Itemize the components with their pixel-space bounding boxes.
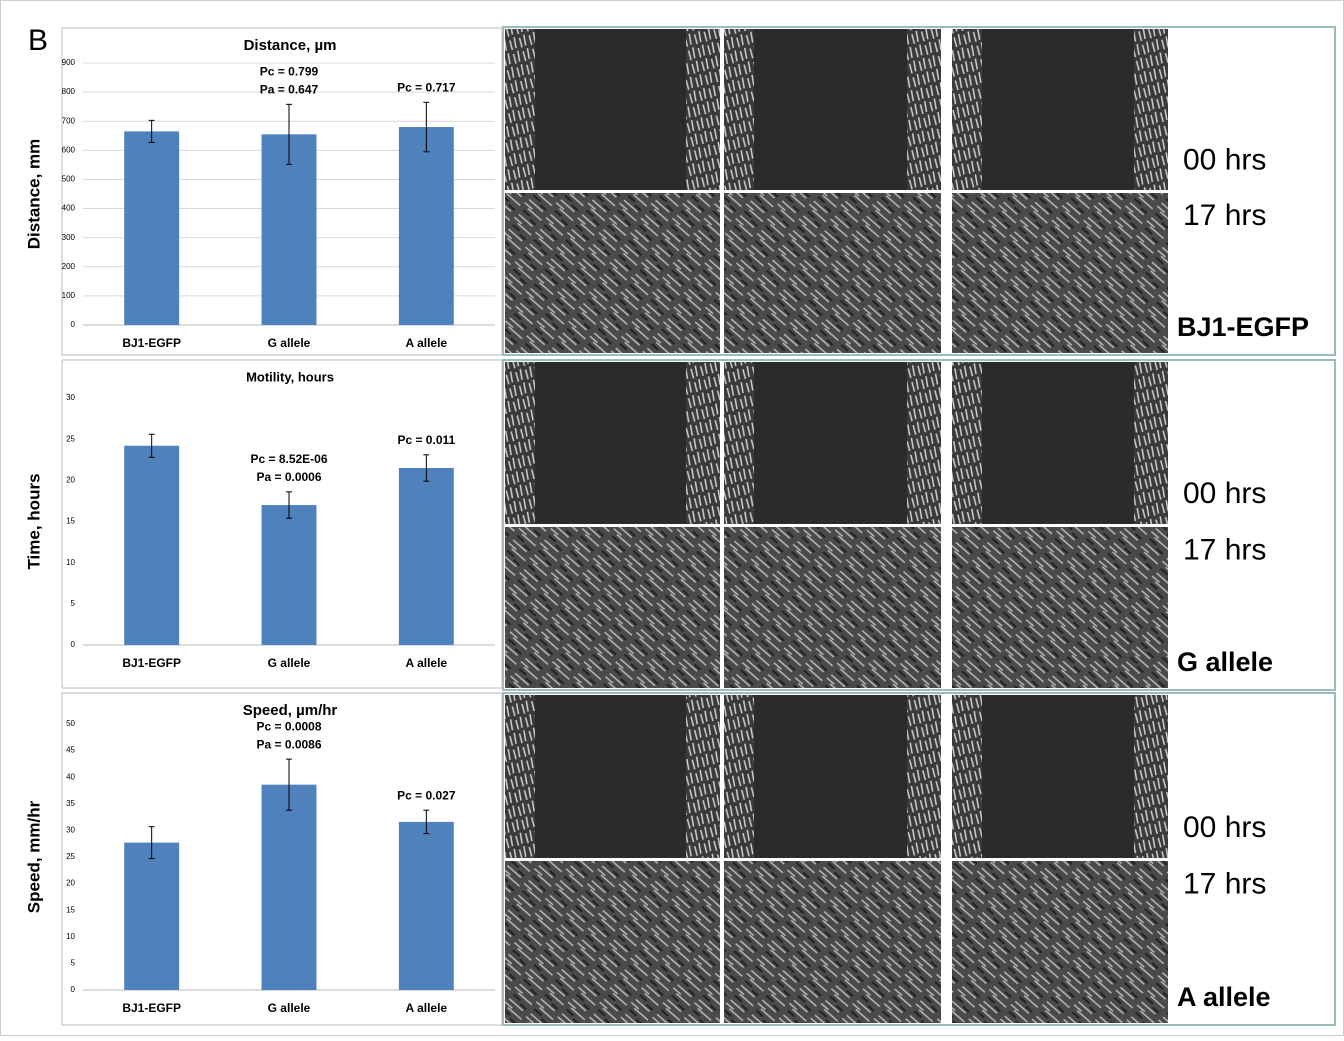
micrograph-17h [952, 527, 1168, 688]
cell-edge [505, 29, 535, 190]
row-label: G allele [1177, 647, 1273, 677]
cell-edge [907, 29, 941, 190]
cell-edge [724, 29, 754, 190]
micrograph-17h [505, 527, 720, 688]
cell-edge [686, 695, 720, 858]
p-value-annotation: Pa = 0.647 [260, 83, 319, 97]
y-tick-label: 25 [66, 852, 75, 861]
x-tick-label: G allele [268, 656, 311, 670]
x-tick-label: A allele [406, 336, 448, 350]
micrograph-17h [505, 193, 720, 353]
y-tick-label: 300 [62, 233, 76, 242]
row-label: BJ1-EGFP [1177, 312, 1309, 342]
y-tick-label: 200 [62, 262, 76, 271]
y-tick-label: 30 [66, 826, 75, 835]
bar [399, 127, 454, 325]
bar [124, 843, 179, 990]
cell-edge [952, 695, 982, 858]
cell-edge [1134, 695, 1168, 858]
y-tick-label: 25 [66, 434, 75, 443]
p-value-annotation: Pc = 0.027 [397, 788, 456, 802]
y-tick-label: 5 [71, 599, 76, 608]
cell-edge [1134, 362, 1168, 524]
micrograph-17h [952, 193, 1168, 353]
time-label: 17 hrs [1183, 533, 1266, 566]
y-tick-label: 0 [71, 320, 76, 329]
y-tick-label: 20 [66, 879, 75, 888]
y-tick-label: 800 [62, 87, 76, 96]
y-tick-label: 5 [71, 959, 76, 968]
cell-edge [724, 362, 754, 524]
time-label: 00 hrs [1183, 477, 1266, 510]
y-tick-label: 400 [62, 204, 76, 213]
p-value-annotation: Pc = 0.0008 [256, 719, 321, 733]
y-tick-label: 10 [66, 558, 75, 567]
x-tick-label: BJ1-EGFP [122, 656, 181, 670]
y-tick-label: 30 [66, 393, 75, 402]
cell-edge [686, 362, 720, 524]
x-tick-label: A allele [406, 1001, 448, 1015]
chart-title: Speed, µm/hr [243, 702, 338, 719]
x-tick-label: BJ1-EGFP [122, 1001, 181, 1015]
cell-edge [686, 29, 720, 190]
y-tick-label: 500 [62, 175, 76, 184]
chart-title: Distance, µm [244, 37, 337, 54]
p-value-annotation: Pa = 0.0006 [256, 470, 321, 484]
micrograph-17h [952, 861, 1168, 1023]
y-axis-label: Speed, mm/hr [24, 800, 43, 913]
cell-edge [952, 29, 982, 190]
y-tick-label: 15 [66, 905, 75, 914]
bar [262, 785, 317, 990]
p-value-annotation: Pc = 0.717 [397, 80, 456, 94]
cell-edge [724, 695, 754, 858]
micrograph-17h [724, 193, 941, 353]
cell-edge [505, 362, 535, 524]
chart-title: Motility, hours [246, 369, 334, 384]
y-tick-label: 50 [66, 719, 75, 728]
x-tick-label: G allele [268, 1001, 311, 1015]
cell-edge [505, 695, 535, 858]
y-tick-label: 0 [71, 985, 76, 994]
cell-edge [1134, 29, 1168, 190]
time-label: 17 hrs [1183, 199, 1266, 232]
row-label: A allele [1177, 982, 1271, 1012]
y-tick-label: 10 [66, 932, 75, 941]
bar [124, 131, 179, 325]
cell-edge [952, 362, 982, 524]
cell-edge [907, 362, 941, 524]
cell-edge [907, 695, 941, 858]
panel-label: B [28, 24, 48, 57]
bar [262, 505, 317, 645]
p-value-annotation: Pc = 0.799 [260, 65, 319, 79]
y-tick-label: 20 [66, 475, 75, 484]
y-axis-label: Time, hours [24, 473, 43, 569]
time-label: 00 hrs [1183, 143, 1266, 176]
p-value-annotation: Pa = 0.0086 [256, 737, 321, 751]
y-tick-label: 0 [71, 640, 76, 649]
y-tick-label: 15 [66, 517, 75, 526]
time-label: 17 hrs [1183, 867, 1266, 900]
bar [124, 446, 179, 645]
figure: B 00 hrs 17 hrs BJ1-EGFP 00 hrs 17 hrs G alle… [0, 0, 1344, 1036]
y-tick-label: 40 [66, 772, 75, 781]
micrograph-17h [724, 861, 941, 1023]
time-label: 00 hrs [1183, 811, 1266, 844]
bar [399, 822, 454, 990]
micrograph-17h [724, 527, 941, 688]
micrograph-17h [505, 861, 720, 1023]
x-tick-label: BJ1-EGFP [122, 336, 181, 350]
y-tick-label: 45 [66, 746, 75, 755]
bar [399, 468, 454, 645]
p-value-annotation: Pc = 0.011 [397, 433, 455, 447]
y-axis-label: Distance, mm [24, 139, 43, 250]
x-tick-label: G allele [268, 336, 311, 350]
y-tick-label: 35 [66, 799, 75, 808]
y-tick-label: 900 [62, 58, 76, 67]
y-tick-label: 100 [62, 291, 76, 300]
y-tick-label: 700 [62, 116, 76, 125]
x-tick-label: A allele [406, 656, 448, 670]
p-value-annotation: Pc = 8.52E-06 [250, 452, 327, 466]
y-tick-label: 600 [62, 145, 76, 154]
